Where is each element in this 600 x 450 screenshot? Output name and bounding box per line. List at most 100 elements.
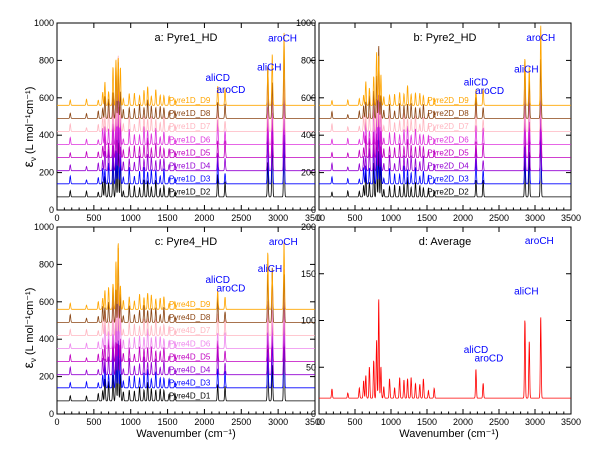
plot-frame	[56, 226, 316, 415]
series-label: Pyre1D_D7	[169, 122, 211, 131]
x-tick-label: 500	[86, 213, 101, 223]
peak-label: aroCD	[474, 354, 503, 365]
x-tick-label: 2500	[489, 213, 509, 223]
ylabel-bottom: εν (L mol⁻¹cm⁻¹)	[20, 288, 38, 369]
panel-b: 0 500 1000 1500 2000 2500 3000 3500020040060080…	[296, 18, 581, 223]
peak-label: aliCH	[258, 264, 282, 275]
y-tick-label: 200	[39, 372, 54, 382]
y-tick-label: 0	[49, 205, 54, 215]
series-label: Pyre2D_D9	[427, 96, 469, 105]
xlabel-right: Wavenumber (cm⁻¹)	[399, 428, 499, 440]
series-line	[57, 42, 315, 119]
x-tick-label: 1500	[417, 417, 437, 427]
x-tick-label: 2500	[231, 417, 251, 427]
series-line	[57, 32, 315, 107]
xlabel-left: Wavenumber (cm⁻¹)	[136, 428, 236, 440]
series-label: Pyre2D_D5	[427, 148, 469, 157]
peak-label: aliCH	[257, 63, 281, 74]
y-tick-label: 200	[301, 168, 316, 178]
plot-frame	[56, 22, 316, 211]
x-tick-label: 1500	[158, 213, 178, 223]
x-tick-label: 1000	[381, 213, 401, 223]
x-tick-label: 3000	[525, 417, 545, 427]
x-tick-label: 1500	[417, 213, 437, 223]
series-label: Pyre4D_D4	[169, 365, 211, 374]
peak-label: aliCD	[464, 345, 488, 356]
panel-title: d: Average	[419, 236, 471, 248]
ylabel-top: εν (L mol⁻¹cm⁻¹)	[20, 87, 38, 168]
x-tick-label: 1000	[381, 417, 401, 427]
y-tick-label: 600	[39, 93, 54, 103]
x-tick-label: 3000	[268, 417, 288, 427]
peak-label: aroCH	[269, 237, 298, 248]
y-tick-label: 200	[301, 222, 316, 232]
panel-d: 0 500 1000 1500 2000 2500 3000 3500050100150200…	[301, 222, 581, 427]
peak-label: aliCD	[205, 73, 229, 84]
x-tick-label: 2500	[489, 417, 509, 427]
x-tick-label: 3500	[305, 213, 325, 223]
series-label: Pyre1D_D2	[169, 188, 211, 197]
x-tick-label: 2000	[194, 417, 214, 427]
y-tick-label: 50	[306, 362, 316, 372]
y-tick-label: 800	[39, 55, 54, 65]
series-label: Pyre1D_D8	[169, 109, 211, 118]
y-tick-label: 0	[49, 409, 54, 419]
peak-label: aliCD	[205, 275, 229, 286]
x-tick-label: 1000	[121, 213, 141, 223]
x-tick-label: 500	[347, 417, 362, 427]
peak-label: aroCD	[475, 86, 504, 97]
series-label: Pyre1D_D3	[169, 175, 211, 184]
series-label: Pyre2D_D7	[427, 122, 469, 131]
series-label: Pyre2D_D4	[427, 161, 469, 170]
peak-label: aroCD	[217, 85, 246, 96]
peak-label: aroCD	[217, 284, 246, 295]
series-label: Pyre2D_D2	[427, 188, 469, 197]
series-label: Pyre2D_D3	[427, 175, 469, 184]
series-label: Pyre1D_D4	[169, 161, 211, 170]
series-label: Pyre4D_D6	[169, 339, 211, 348]
x-tick-label: 2000	[453, 417, 473, 427]
series-line	[57, 241, 315, 310]
y-tick-label: 200	[39, 168, 54, 178]
y-tick-label: 0	[311, 205, 316, 215]
series-line	[57, 324, 315, 402]
peak-label: aliCH	[514, 286, 538, 297]
y-tick-label: 600	[39, 297, 54, 307]
series-line	[319, 25, 571, 106]
y-tick-label: 0	[311, 409, 316, 419]
peak-label: aroCH	[525, 236, 554, 247]
panel-a: 0 500 1000 1500 2000 2500 3000 3500020040060080…	[34, 18, 325, 223]
y-tick-label: 400	[301, 130, 316, 140]
panel-title: a: Pyre1_HD	[155, 32, 218, 44]
panel-title: b: Pyre2_HD	[414, 32, 477, 44]
series-label: Pyre4D_D7	[169, 326, 211, 335]
x-tick-label: 3500	[561, 213, 581, 223]
peak-label: aroCH	[526, 33, 555, 44]
y-tick-label: 400	[39, 334, 54, 344]
x-tick-label: 0	[54, 417, 59, 427]
y-tick-label: 800	[39, 259, 54, 269]
y-tick-label: 1000	[296, 18, 316, 28]
x-tick-label: 1000	[121, 417, 141, 427]
series-label: Pyre1D_D9	[169, 96, 211, 105]
x-tick-label: 2000	[453, 213, 473, 223]
x-tick-label: 2000	[194, 213, 214, 223]
y-tick-label: 800	[301, 55, 316, 65]
x-tick-label: 0	[316, 213, 321, 223]
x-tick-label: 500	[347, 213, 362, 223]
x-tick-label: 3000	[525, 213, 545, 223]
y-tick-label: 100	[301, 316, 316, 326]
panel-c: 0 500 1000 1500 2000 2500 3000 3500020040060080…	[34, 222, 325, 427]
panel-title: c: Pyre4_HD	[155, 236, 217, 248]
x-tick-label: 2500	[231, 213, 251, 223]
y-tick-label: 600	[301, 93, 316, 103]
x-tick-label: 1500	[158, 417, 178, 427]
series-label: Pyre4D_D8	[169, 313, 211, 322]
peak-label: aliCH	[514, 65, 538, 76]
series-label: Pyre2D_D6	[427, 135, 469, 144]
x-tick-label: 3500	[561, 417, 581, 427]
plot-frame	[318, 22, 572, 211]
x-tick-label: 0	[54, 213, 59, 223]
series-line	[319, 81, 571, 159]
